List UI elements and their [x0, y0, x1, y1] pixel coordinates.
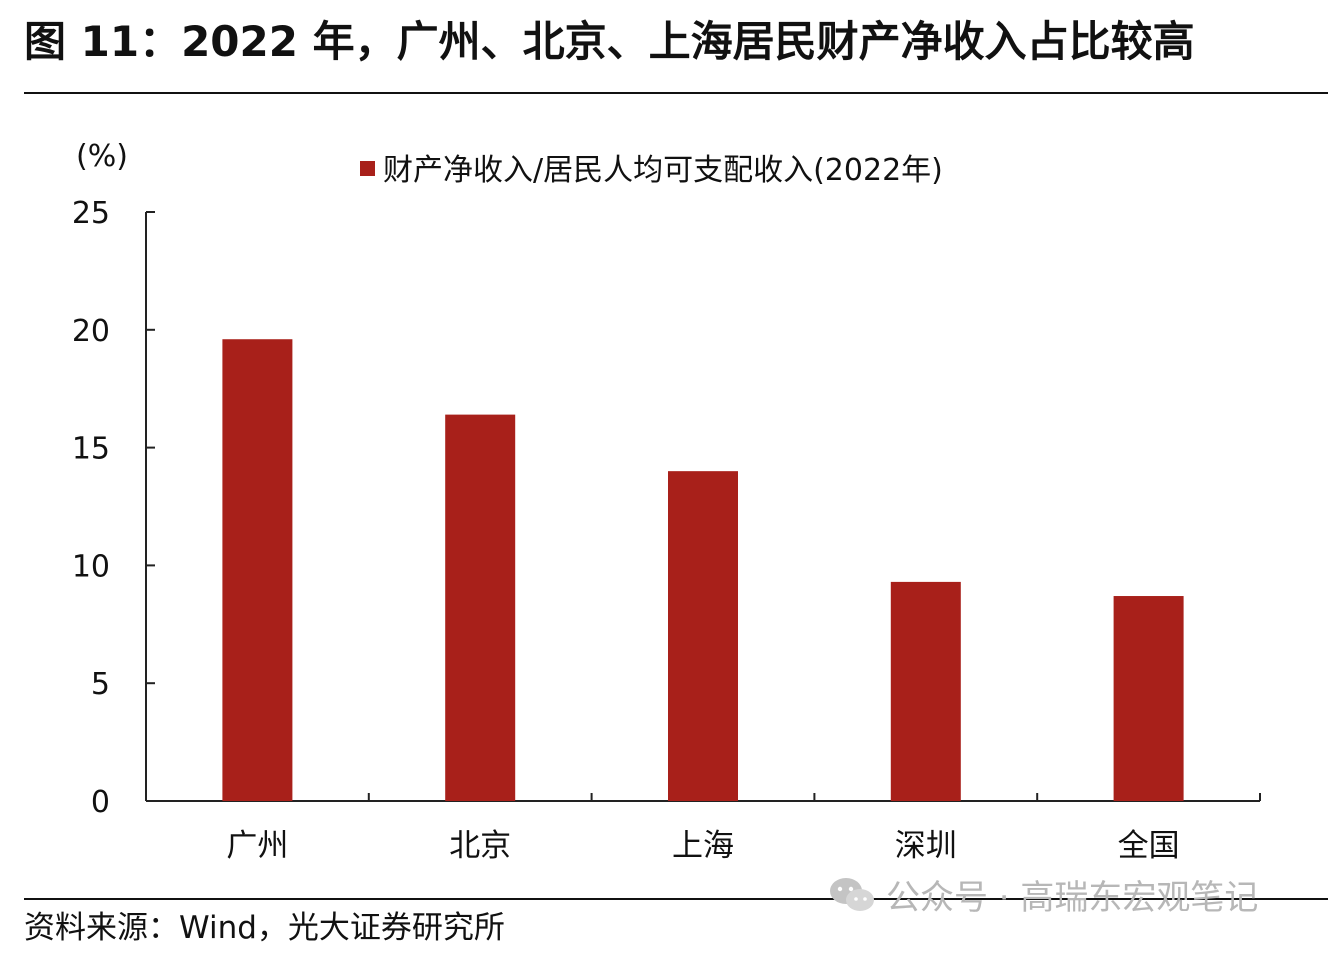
legend-label: 财产净收入/居民人均可支配收入(2022年) [383, 153, 943, 188]
bar-3 [890, 581, 961, 801]
x-category-label: 深圳 [895, 828, 957, 864]
y-tick-label: 25 [72, 196, 110, 231]
source-divider [24, 898, 1328, 900]
y-axis-label: (%) [76, 139, 128, 174]
bar-chart: 0 5 10 15 20 25 (%) 广州 北京 上海 深圳 全国 财产净收入/居民人均可支配收入(2… [72, 139, 1261, 864]
figure-title: 图 11：2022 年，广州、北京、上海居民财产净收入占比较高 [24, 17, 1195, 66]
y-tick-label: 20 [72, 314, 110, 349]
title-divider [24, 92, 1328, 94]
bar-1 [445, 414, 516, 801]
x-category-label: 广州 [226, 828, 288, 864]
bar-0 [222, 339, 293, 801]
y-tick-label: 5 [91, 667, 110, 702]
y-tick-label: 10 [72, 549, 110, 584]
bar-2 [668, 471, 738, 801]
watermark-text: 公众号 · 高瑞东宏观笔记 [886, 878, 1259, 918]
x-category-label: 北京 [449, 828, 511, 864]
y-tick-label: 0 [91, 785, 110, 820]
legend-swatch [360, 161, 375, 176]
source-note: 资料来源：Wind，光大证券研究所 [24, 910, 505, 946]
y-tick-label: 15 [72, 432, 110, 467]
x-category-label: 全国 [1118, 828, 1180, 864]
watermark: 公众号 · 高瑞东宏观笔记 [828, 870, 1258, 919]
bar-4 [1113, 596, 1184, 801]
wechat-icon [830, 877, 874, 911]
x-category-label: 上海 [672, 828, 734, 864]
